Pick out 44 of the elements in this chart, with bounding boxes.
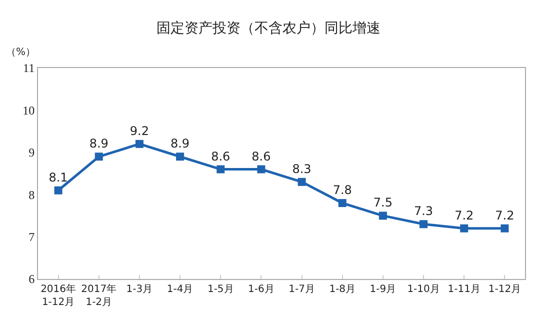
y-tick-label: 6	[28, 272, 35, 286]
point	[420, 220, 428, 228]
x-tick-label: 1-9月	[370, 284, 396, 295]
x-tick-label: 2016年 1-12月	[40, 283, 76, 308]
x-tick-label: 1-5月	[207, 284, 234, 295]
point	[500, 224, 509, 232]
x-tick-label: 1-8月	[329, 284, 356, 295]
x-tick-label: 1-11月	[448, 284, 480, 295]
x-tick-label: 1-4月	[166, 284, 194, 295]
data-label: 7.8	[332, 183, 352, 198]
y-axis-title: （%）	[6, 47, 36, 58]
point	[378, 212, 387, 220]
x-tick-label: 2017年 1-2月	[81, 283, 117, 308]
data-label: 8.9	[89, 136, 108, 151]
y-tick-label: 8	[28, 188, 35, 202]
data-label: 8.3	[292, 162, 312, 176]
x-tick-label: 1-12月	[488, 284, 522, 295]
data-label: 7.2	[454, 208, 474, 222]
data-label: 8.1	[48, 170, 68, 184]
y-tick-label: 9	[28, 146, 35, 160]
point	[135, 140, 144, 148]
data-label: 7.5	[373, 196, 393, 210]
y-tick-label: 7	[28, 230, 35, 244]
data-label: 8.6	[252, 149, 271, 164]
data-label: 8.6	[211, 149, 230, 164]
point	[94, 152, 103, 161]
x-tick-label: 1-7月	[288, 284, 315, 295]
point	[298, 178, 306, 186]
data-label: 7.2	[495, 208, 514, 222]
y-tick-label: 11	[23, 61, 35, 76]
data-label: 9.2	[130, 124, 150, 138]
data-label: 8.9	[170, 136, 190, 151]
x-tick-label: 1-3月	[126, 284, 153, 295]
point	[176, 152, 184, 161]
y-tick-label: 10	[22, 103, 35, 118]
x-tick-label: 1-6月	[248, 284, 274, 295]
data-label: 7.3	[414, 204, 434, 218]
chart-title: 固定资产投资（不含农户）同比增速	[156, 20, 380, 37]
x-tick-label: 1-10月	[407, 284, 440, 295]
point	[257, 165, 266, 174]
point	[338, 199, 346, 208]
point	[54, 186, 62, 194]
point	[216, 165, 225, 174]
point	[460, 224, 468, 232]
